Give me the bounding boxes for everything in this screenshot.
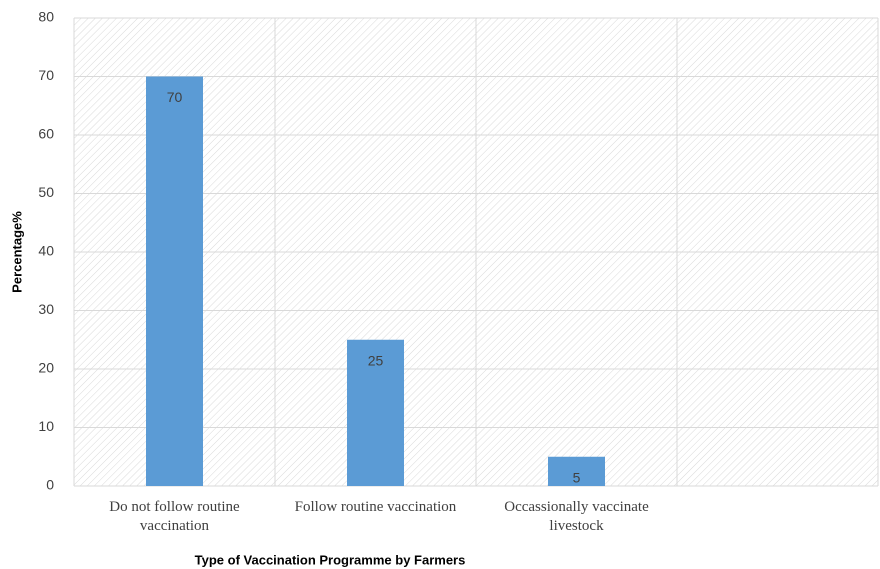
bar (548, 456, 605, 486)
x-axis-title: Type of Vaccination Programme by Farmers (195, 552, 466, 567)
y-tick-label: 0 (46, 477, 54, 493)
data-label: 70 (167, 89, 183, 105)
x-tick-label: Do not follow routine vaccination (109, 499, 240, 534)
bar (146, 76, 203, 486)
y-tick-label: 40 (38, 243, 54, 259)
y-tick-label: 50 (38, 184, 54, 200)
y-tick-label: 20 (38, 360, 54, 376)
y-tick-label: 30 (38, 301, 54, 317)
data-label: 25 (368, 352, 384, 368)
y-tick-label: 10 (38, 418, 54, 434)
x-tick-label: Follow routine vaccination (294, 499, 457, 515)
y-axis-title: Percentage% (9, 211, 24, 293)
y-tick-label: 70 (38, 67, 54, 83)
y-tick-label: 60 (38, 126, 54, 142)
x-tick-label: Occassionally vaccinate livestock (504, 499, 649, 534)
bar (347, 339, 404, 486)
y-tick-label: 80 (38, 9, 54, 25)
data-label: 5 (573, 469, 581, 485)
